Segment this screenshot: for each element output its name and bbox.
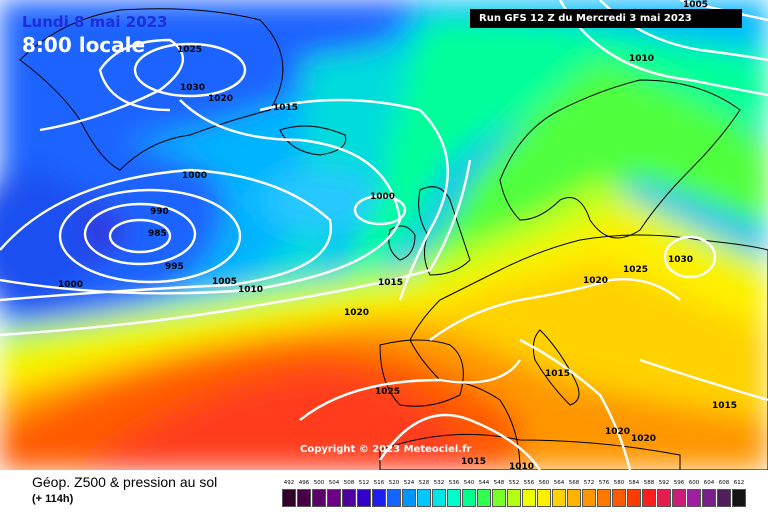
scale-swatch [432, 489, 446, 507]
isobar-label: 1025 [623, 265, 648, 275]
scale-tick-label: 572 [583, 480, 595, 486]
scale-swatch [462, 489, 476, 507]
isobar-label: 1000 [182, 171, 207, 181]
copyright-notice: Copyright © 2023 Meteociel.fr [300, 444, 472, 455]
scale-tick-label: 568 [568, 480, 580, 486]
scale-swatch [342, 489, 356, 507]
scale-swatch [282, 489, 296, 507]
scale-swatch [477, 489, 491, 507]
scale-tick-label: 516 [373, 480, 385, 486]
isobar-label: 1005 [212, 277, 237, 287]
scale-swatch [372, 489, 386, 507]
isobar-label: 1010 [509, 462, 534, 470]
scale-swatch [297, 489, 311, 507]
scale-swatch [732, 489, 746, 507]
scale-tick-label: 576 [598, 480, 610, 486]
isobar-label: 1020 [631, 434, 656, 444]
scale-tick-label: 520 [388, 480, 400, 486]
scale-swatch [627, 489, 641, 507]
scale-tick-label: 556 [523, 480, 535, 486]
scale-swatch [612, 489, 626, 507]
scale-swatch [417, 489, 431, 507]
scale-swatch [492, 489, 506, 507]
map-title: Géop. Z500 & pression au sol [32, 474, 218, 490]
scale-swatch [672, 489, 686, 507]
scale-tick-label: 528 [418, 480, 430, 486]
isobar-label: 1015 [378, 278, 403, 288]
scale-tick-label: 596 [673, 480, 685, 486]
scale-swatch [357, 489, 371, 507]
isobar-label: 1020 [583, 276, 608, 286]
isobar-label: 1030 [180, 83, 205, 93]
isobar-label: 1020 [344, 308, 369, 318]
scale-swatch [402, 489, 416, 507]
weather-map: 1025 1030 1020 1015 1000 990 985 995 100… [0, 0, 768, 470]
scale-tick-label: 508 [343, 480, 355, 486]
isobar-label: 990 [150, 207, 169, 217]
scale-tick-label: 536 [448, 480, 460, 486]
isobar-label: 1015 [712, 401, 737, 411]
legend-footer: Géop. Z500 & pression au sol (+ 114h) 49… [0, 470, 768, 512]
scale-tick-label: 492 [283, 480, 295, 486]
geopotential-field: 1025 1030 1020 1015 1000 990 985 995 100… [0, 0, 768, 470]
isobar-label: 1025 [177, 45, 202, 55]
forecast-date: Lundi 8 mai 2023 [22, 13, 168, 31]
scale-tick-label: 496 [298, 480, 310, 486]
scale-swatch [507, 489, 521, 507]
scale-swatch [312, 489, 326, 507]
scale-tick-label: 592 [658, 480, 670, 486]
scale-tick-label: 580 [613, 480, 625, 486]
scale-tick-label: 560 [538, 480, 550, 486]
isobar-label: 1020 [605, 427, 630, 437]
scale-swatch [717, 489, 731, 507]
isobar-label: 1005 [683, 0, 708, 10]
scale-tick-label: 504 [328, 480, 340, 486]
scale-swatch [327, 489, 341, 507]
isobar-label: 1015 [545, 369, 570, 379]
scale-swatch [642, 489, 656, 507]
isobar-label: 1010 [629, 54, 654, 64]
scale-swatch [552, 489, 566, 507]
scale-swatch [582, 489, 596, 507]
model-run-label: Run GFS 12 Z du Mercredi 3 mai 2023 [470, 9, 742, 28]
scale-tick-label: 540 [463, 480, 475, 486]
scale-swatch [387, 489, 401, 507]
forecast-local-time: 8:00 locale [22, 33, 146, 57]
scale-swatch [687, 489, 701, 507]
scale-tick-label: 548 [493, 480, 505, 486]
isobar-label: 1000 [58, 280, 83, 290]
scale-swatch [702, 489, 716, 507]
scale-swatch [522, 489, 536, 507]
isobar-label: 1030 [668, 255, 693, 265]
isobar-label: 1015 [461, 457, 486, 467]
scale-tick-label: 588 [643, 480, 655, 486]
scale-tick-label: 604 [703, 480, 715, 486]
scale-tick-label: 564 [553, 480, 565, 486]
scale-swatch [657, 489, 671, 507]
isobar-label: 985 [148, 229, 167, 239]
scale-tick-label: 544 [478, 480, 490, 486]
scale-tick-label: 612 [733, 480, 745, 486]
scale-tick-label: 552 [508, 480, 520, 486]
scale-tick-label: 600 [688, 480, 700, 486]
scale-swatch [567, 489, 581, 507]
scale-tick-label: 608 [718, 480, 730, 486]
isobar-label: 1000 [370, 192, 395, 202]
forecast-lead-time: (+ 114h) [32, 493, 74, 505]
scale-swatch [597, 489, 611, 507]
scale-swatch [537, 489, 551, 507]
scale-tick-label: 532 [433, 480, 445, 486]
scale-swatch [447, 489, 461, 507]
isobar-label: 1025 [375, 387, 400, 397]
isobar-label: 1015 [273, 103, 298, 113]
scale-tick-label: 500 [313, 480, 325, 486]
isobar-label: 1020 [208, 94, 233, 104]
scale-tick-label: 524 [403, 480, 415, 486]
scale-tick-label: 512 [358, 480, 370, 486]
isobar-label: 995 [165, 262, 184, 272]
scale-tick-label: 584 [628, 480, 640, 486]
isobar-label: 1010 [238, 285, 263, 295]
